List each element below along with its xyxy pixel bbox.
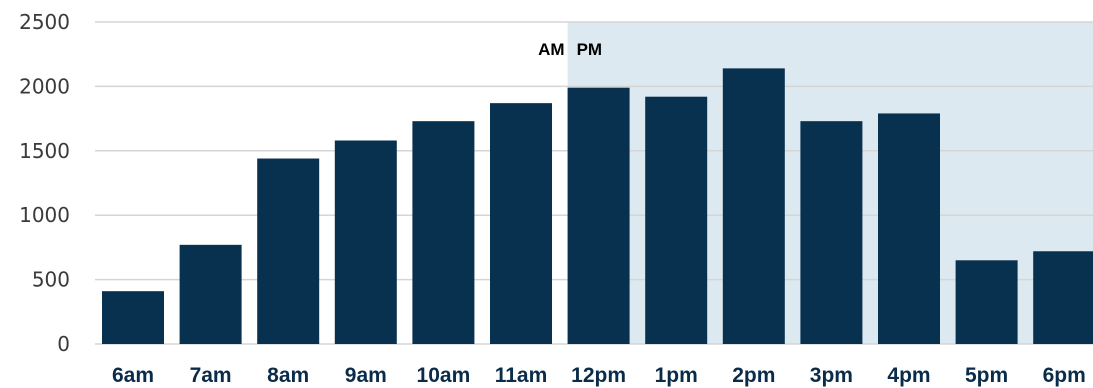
y-tick-label: 500 [32, 268, 70, 292]
x-tick-label: 9am [345, 364, 387, 387]
bar-6am [102, 291, 164, 344]
x-tick-label: 1pm [655, 364, 698, 387]
x-tick-label: 11am [495, 364, 548, 387]
x-tick-label: 7am [190, 364, 232, 387]
x-tick-label: 8am [267, 364, 309, 387]
x-tick-label: 3pm [810, 364, 853, 387]
bar-6pm [1033, 251, 1093, 344]
bar-10am [412, 121, 475, 345]
bar-12pm [567, 87, 630, 345]
bar-4pm [878, 113, 940, 344]
x-tick-label: 5pm [965, 364, 1008, 387]
x-tick-label: 10am [417, 364, 471, 387]
bar-2pm [722, 68, 785, 345]
am-label: AM [538, 40, 564, 59]
bar-11am [490, 103, 552, 344]
x-tick-label: 12pm [571, 364, 626, 387]
pm-label: PM [577, 40, 603, 59]
x-tick-label: 6pm [1043, 364, 1086, 387]
bar-5pm [955, 260, 1018, 344]
x-tick-label: 4pm [887, 364, 930, 387]
bar-8am [257, 158, 320, 344]
x-tick-label: 2pm [732, 364, 775, 387]
y-tick-label: 2500 [19, 10, 70, 34]
bar-3pm [800, 121, 863, 345]
x-tick-label: 6am [112, 364, 154, 387]
y-tick-label: 1000 [19, 203, 70, 227]
bar-1pm [645, 96, 708, 344]
y-tick-label: 0 [57, 332, 70, 356]
y-tick-label: 2000 [19, 74, 70, 98]
y-tick-label: 1500 [19, 139, 70, 163]
bar-7am [179, 244, 242, 344]
bar-9am [334, 140, 397, 344]
